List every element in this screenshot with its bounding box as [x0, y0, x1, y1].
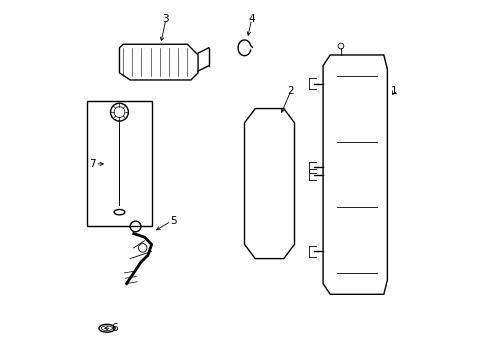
Text: 3: 3	[163, 14, 169, 24]
Bar	[87, 102, 151, 226]
Text: 5: 5	[169, 216, 176, 226]
Text: 7: 7	[89, 159, 96, 169]
Text: 6: 6	[111, 323, 117, 333]
Text: 2: 2	[287, 86, 294, 96]
Text: 4: 4	[248, 14, 254, 24]
Text: 1: 1	[390, 86, 397, 96]
